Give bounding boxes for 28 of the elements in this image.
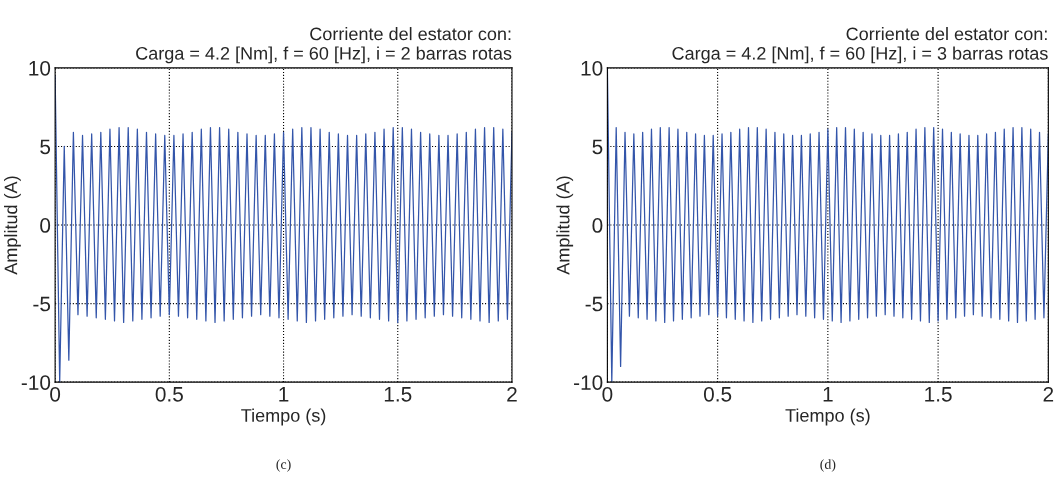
- y-axis-title: Amplitud (A): [556, 176, 574, 275]
- x-tick-label: 2: [1043, 386, 1054, 402]
- y-tick-label: 10: [581, 60, 603, 76]
- x-tick-label: 0: [50, 386, 61, 402]
- x-tick-label: 1.5: [384, 387, 412, 402]
- x-axis-title: Tiempo (s): [241, 408, 326, 426]
- x-tick-label: 2: [507, 386, 517, 402]
- x-tick-label: 1: [279, 387, 289, 402]
- y-tick-label: 0: [40, 218, 51, 233]
- x-tick-label: 0: [602, 386, 613, 402]
- y-tick-label: 10: [29, 60, 51, 76]
- x-tick-label: 0.5: [155, 386, 183, 402]
- y-tick-label: -10: [574, 375, 603, 390]
- chart-title: Corriente del estator con: Carga = 4.2 [Nm], f = 60 [Hz], i = 2 barras rotas: [136, 27, 512, 64]
- chart-title: Corriente del estator con: Carga = 4.2 [Nm], f = 60 [Hz], i = 3 barras rotas: [672, 27, 1048, 64]
- x-tick-label: 0.5: [703, 386, 732, 402]
- y-tick-label: -5: [33, 296, 51, 312]
- x-axis-title: Tiempo (s): [785, 408, 870, 426]
- y-tick-label: 0: [592, 218, 603, 233]
- y-tick-label: 5: [592, 139, 603, 155]
- y-tick-label: -5: [585, 296, 603, 312]
- y-axis-title: Amplitud (A): [4, 176, 21, 275]
- y-tick-label: -10: [21, 375, 51, 390]
- x-tick-label: 1: [823, 387, 833, 402]
- text: (c): [276, 459, 291, 472]
- x-tick-label: 1.5: [925, 387, 952, 402]
- text: (d): [820, 459, 836, 472]
- y-tick-label: 5: [40, 139, 51, 155]
